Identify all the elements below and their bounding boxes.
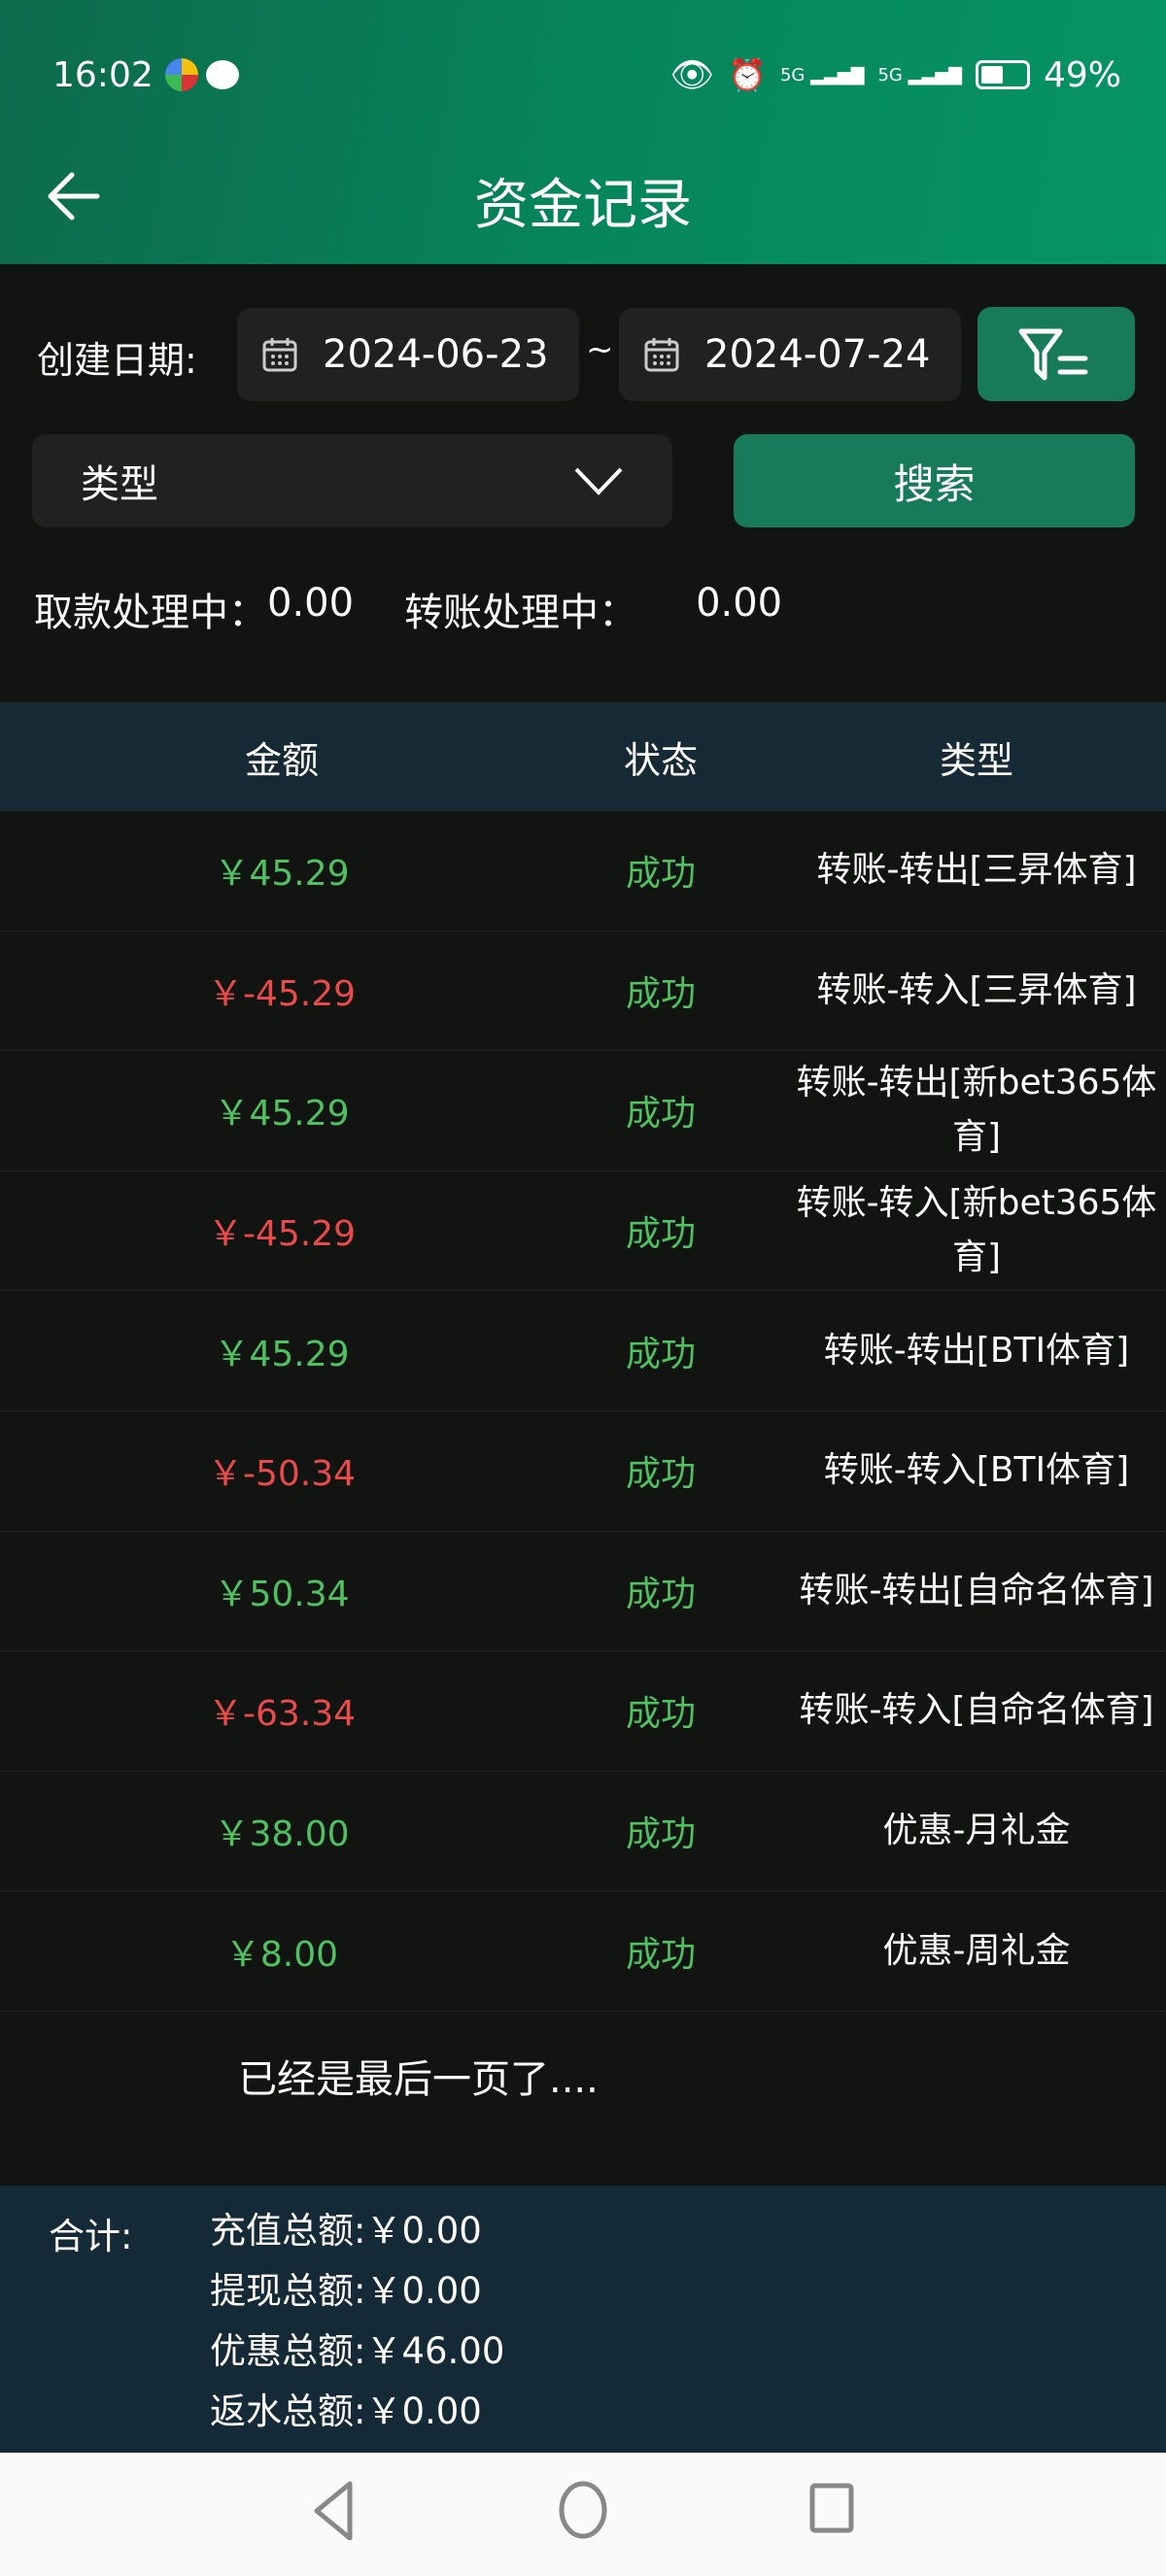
table-row[interactable]: ￥38.00 成功 优惠-月礼金 — [0, 1772, 1166, 1892]
withdraw-pending-value: 0.00 — [267, 581, 355, 626]
row-amount: ￥-45.29 — [207, 973, 357, 1014]
calendar-icon — [644, 338, 679, 372]
app-header: 16:02 👁 ⏰ 5G ▂▃▅▇ 5G ▂▃▅▇ 49% 资金记录 — [0, 0, 1166, 264]
row-type: 转账-转出[BTI体育] — [823, 1330, 1130, 1371]
eye-icon: 👁 — [669, 55, 715, 95]
transfer-pending-value: 0.00 — [696, 581, 783, 626]
nav-back-icon[interactable] — [309, 2478, 358, 2544]
page-title: 资金记录 — [474, 174, 692, 237]
summary-deposit: 充值总额:￥0.00 — [210, 2210, 482, 2252]
table-row[interactable]: ￥45.29 成功 转账-转出[BTI体育] — [0, 1291, 1166, 1411]
end-date-value: 2024-07-24 — [704, 332, 931, 377]
row-amount: ￥45.29 — [214, 854, 350, 895]
row-status: 成功 — [625, 1814, 696, 1855]
column-type: 类型 — [939, 738, 1013, 782]
row-status: 成功 — [625, 854, 696, 895]
row-amount: ￥38.00 — [214, 1814, 350, 1855]
type-select[interactable]: 类型 — [32, 434, 672, 527]
row-status: 成功 — [625, 1214, 696, 1255]
summary-withdraw: 提现总额:￥0.00 — [210, 2270, 482, 2312]
summary-rebate: 返水总额:￥0.00 — [210, 2390, 482, 2432]
row-status: 成功 — [625, 1574, 696, 1614]
type-select-value: 类型 — [81, 462, 158, 507]
status-time: 16:02 — [52, 54, 154, 95]
summary-panel: 合计: 充值总额:￥0.00 提现总额:￥0.00 优惠总额:￥46.00 返水… — [0, 2186, 1166, 2453]
summary-label: 合计: — [49, 2216, 133, 2257]
nav-home-icon[interactable] — [558, 2478, 608, 2544]
row-status: 成功 — [625, 1694, 696, 1735]
row-amount: ￥-63.34 — [207, 1694, 357, 1735]
message-icon — [205, 60, 239, 89]
row-type: 转账-转入[新bet365体育] — [796, 1183, 1157, 1278]
table-header: 金额 状态 类型 — [0, 702, 1166, 811]
row-amount: ￥50.34 — [214, 1574, 350, 1614]
chevron-down-icon — [574, 467, 623, 495]
search-button[interactable]: 搜索 — [734, 434, 1135, 527]
app-notification-icon — [164, 58, 198, 91]
end-date-picker[interactable]: 2024-07-24 — [619, 308, 961, 401]
status-bar: 16:02 👁 ⏰ 5G ▂▃▅▇ 5G ▂▃▅▇ 49% — [52, 51, 1121, 99]
end-of-list-text: 已经是最后一页了.... — [238, 2057, 599, 2102]
signal-icon: 5G ▂▃▅▇ — [877, 64, 962, 85]
row-type: 转账-转出[新bet365体育] — [796, 1063, 1157, 1158]
records-list: ￥45.29 成功 转账-转出[三昇体育] ￥-45.29 成功 转账-转入[三昇… — [0, 811, 1166, 2012]
row-amount: ￥8.00 — [224, 1934, 339, 1975]
filter-icon — [1018, 328, 1088, 380]
date-label: 创建日期: — [37, 339, 197, 382]
row-status: 成功 — [625, 1094, 696, 1135]
row-type: 优惠-月礼金 — [882, 1811, 1071, 1851]
row-type: 优惠-周礼金 — [882, 1930, 1071, 1971]
table-row[interactable]: ￥-45.29 成功 转账-转入[三昇体育] — [0, 932, 1166, 1052]
start-date-picker[interactable]: 2024-06-23 — [237, 308, 579, 401]
row-type: 转账-转出[自命名体育] — [799, 1570, 1154, 1610]
row-type: 转账-转出[三昇体育] — [816, 850, 1137, 891]
column-status: 状态 — [623, 738, 698, 782]
row-status: 成功 — [625, 973, 696, 1014]
signal-icon: 5G ▂▃▅▇ — [779, 64, 865, 85]
row-amount: ￥45.29 — [214, 1334, 350, 1374]
withdraw-pending-label: 取款处理中： — [34, 591, 267, 635]
row-type: 转账-转入[BTI体育] — [823, 1450, 1130, 1491]
row-amount: ￥-45.29 — [207, 1214, 357, 1255]
back-arrow-icon[interactable] — [43, 165, 105, 227]
alarm-icon: ⏰ — [728, 56, 767, 93]
table-row[interactable]: ￥-63.34 成功 转账-转入[自命名体育] — [0, 1651, 1166, 1772]
column-amount: 金额 — [244, 738, 319, 782]
row-status: 成功 — [625, 1454, 696, 1495]
battery-percent: 49% — [1043, 54, 1121, 95]
table-row[interactable]: ￥45.29 成功 转账-转出[新bet365体育] — [0, 1051, 1166, 1171]
table-row[interactable]: ￥-45.29 成功 转账-转入[新bet365体育] — [0, 1171, 1166, 1292]
calendar-icon — [262, 338, 297, 372]
table-row[interactable]: ￥50.34 成功 转账-转出[自命名体育] — [0, 1532, 1166, 1652]
system-nav-bar — [0, 2453, 1166, 2576]
row-amount: ￥-50.34 — [207, 1454, 357, 1495]
row-amount: ￥45.29 — [214, 1094, 350, 1135]
date-separator: ~ — [586, 330, 614, 369]
nav-recents-icon[interactable] — [808, 2478, 855, 2544]
pending-summary: 取款处理中： 0.00 转账处理中： 0.00 — [34, 581, 782, 637]
table-row[interactable]: ￥8.00 成功 优惠-周礼金 — [0, 1891, 1166, 2012]
row-type: 转账-转入[自命名体育] — [799, 1690, 1154, 1731]
row-status: 成功 — [625, 1334, 696, 1374]
row-status: 成功 — [625, 1934, 696, 1975]
transfer-pending-label: 转账处理中： — [404, 591, 638, 635]
battery-icon — [975, 60, 1030, 89]
row-type: 转账-转入[三昇体育] — [816, 969, 1137, 1010]
table-row[interactable]: ￥-50.34 成功 转账-转入[BTI体育] — [0, 1411, 1166, 1532]
filter-button[interactable] — [977, 307, 1135, 401]
start-date-value: 2024-06-23 — [323, 332, 549, 377]
summary-bonus: 优惠总额:￥46.00 — [210, 2330, 505, 2372]
table-row[interactable]: ￥45.29 成功 转账-转出[三昇体育] — [0, 811, 1166, 932]
